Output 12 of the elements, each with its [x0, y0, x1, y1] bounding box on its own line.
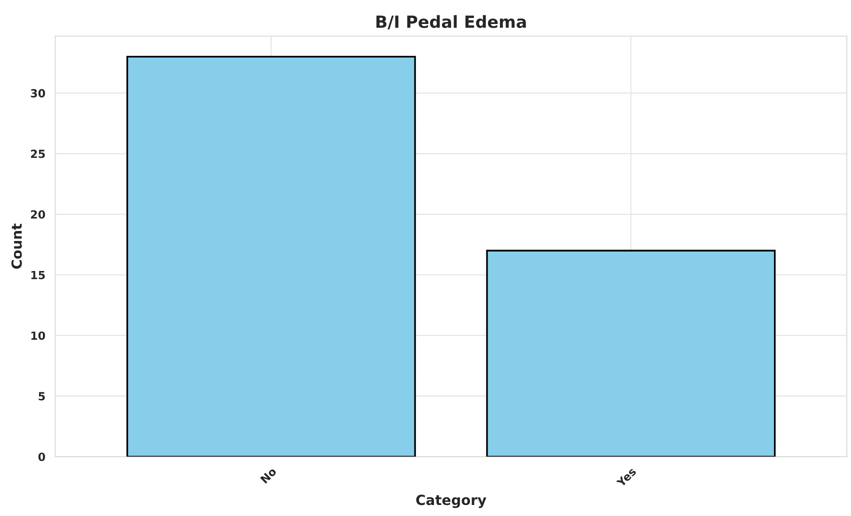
chart-title: B/I Pedal Edema [376, 15, 526, 30]
x-tick-label: Yes [616, 466, 637, 488]
y-tick-label: 15 [31, 270, 45, 280]
y-tick-label: 20 [31, 210, 46, 219]
y-tick-label: 30 [30, 89, 46, 98]
y-tick-label: 0 [38, 452, 46, 462]
y-tick-label: 10 [31, 331, 46, 340]
y-tick-label: 25 [31, 150, 45, 158]
y-axis-title: Count [11, 224, 22, 269]
x-axis-title: Category [416, 494, 486, 508]
y-tick-label: 5 [38, 392, 45, 400]
x-tick-label: No [260, 466, 277, 484]
